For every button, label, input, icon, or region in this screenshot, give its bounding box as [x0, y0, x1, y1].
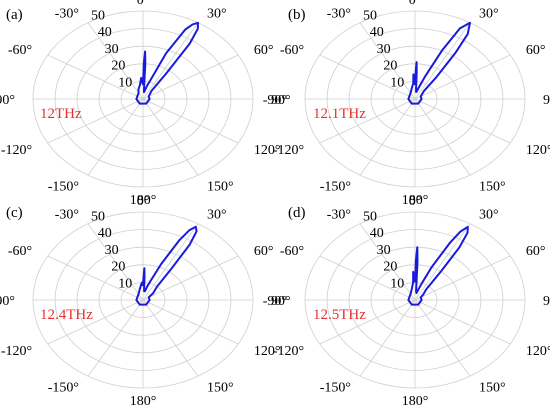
radial-tick-label: 50: [91, 209, 105, 224]
angle-tick-label: 150°: [479, 180, 506, 195]
radial-tick-label: 40: [370, 226, 384, 241]
radial-tick-label: 10: [390, 75, 404, 90]
angle-tick-label: 90°: [543, 294, 550, 309]
angle-tick-label: 30°: [207, 207, 227, 222]
angle-tick-label: -150°: [320, 381, 351, 396]
angle-tick-label: -90°: [0, 294, 15, 309]
frequency-label: 12.4THz: [40, 307, 93, 323]
angle-tick-label: 60°: [526, 244, 546, 259]
angle-tick-label: -120°: [273, 143, 304, 158]
panel-label: (a): [6, 7, 23, 23]
angle-tick-label: 60°: [254, 244, 274, 259]
angle-tick-label: 150°: [479, 381, 506, 396]
angle-tick-label: 180°: [130, 394, 157, 406]
angle-tick-label: 90°: [543, 93, 550, 108]
grid-spoke: [143, 256, 238, 300]
radial-tick-label: 30: [105, 42, 119, 57]
frequency-label: 12THz: [40, 106, 82, 122]
frequency-label: 12.1THz: [313, 106, 366, 122]
radial-tick-label: 50: [91, 8, 105, 23]
radial-tick-label: 10: [118, 276, 132, 291]
grid-spoke: [360, 300, 415, 376]
grid-spoke: [143, 99, 198, 175]
angle-tick-label: -30°: [55, 6, 79, 21]
angle-tick-label: 30°: [479, 6, 499, 21]
angle-tick-label: -120°: [1, 344, 32, 359]
grid-spoke: [143, 99, 238, 143]
angle-tick-label: -60°: [8, 43, 32, 58]
panel-label: (c): [6, 205, 23, 221]
angle-tick-label: -90°: [263, 93, 287, 108]
angle-tick-label: -120°: [1, 143, 32, 158]
angle-tick-label: -60°: [280, 244, 304, 259]
grid-spoke: [415, 99, 510, 143]
grid-spoke: [88, 99, 143, 175]
angle-tick-label: -150°: [48, 381, 79, 396]
angle-tick-label: 0°: [137, 194, 150, 209]
grid-spoke: [143, 55, 238, 99]
grid-spoke: [143, 224, 198, 300]
angle-tick-label: 0°: [409, 194, 422, 209]
angle-tick-label: -60°: [280, 43, 304, 58]
angle-tick-label: 60°: [526, 43, 546, 58]
panel-label: (b): [288, 7, 306, 23]
radial-tick-label: 30: [377, 243, 391, 258]
frequency-label: 12.5THz: [313, 307, 366, 323]
radial-tick-label: 40: [98, 25, 112, 40]
grid-spoke: [415, 23, 470, 99]
radial-tick-label: 10: [390, 276, 404, 291]
angle-tick-label: -90°: [0, 93, 15, 108]
angle-tick-label: 60°: [254, 43, 274, 58]
angle-tick-label: 120°: [526, 143, 550, 158]
radial-tick-label: 10: [118, 75, 132, 90]
radial-tick-label: 20: [111, 59, 125, 74]
grid-spoke: [415, 99, 470, 175]
angle-tick-label: 0°: [137, 0, 150, 8]
grid-spoke: [143, 23, 198, 99]
panel-label: (d): [288, 205, 306, 221]
angle-tick-label: 180°: [402, 394, 429, 406]
angle-tick-label: -30°: [327, 6, 351, 21]
angle-tick-label: -150°: [48, 180, 79, 195]
angle-tick-label: 150°: [207, 381, 234, 396]
radial-tick-label: 50: [363, 209, 377, 224]
angle-tick-label: 30°: [479, 207, 499, 222]
radial-tick-label: 30: [105, 243, 119, 258]
grid-spoke: [415, 300, 470, 376]
radial-tick-label: 40: [370, 25, 384, 40]
grid-spoke: [415, 224, 470, 300]
angle-tick-label: 150°: [207, 180, 234, 195]
radial-tick-label: 40: [98, 226, 112, 241]
grid-spoke: [143, 300, 198, 376]
grid-spoke: [415, 256, 510, 300]
grid-spoke: [88, 300, 143, 376]
angle-tick-label: -90°: [263, 294, 287, 309]
radial-tick-label: 20: [383, 59, 397, 74]
angle-tick-label: -60°: [8, 244, 32, 259]
angle-tick-label: 120°: [526, 344, 550, 359]
grid-spoke: [143, 300, 238, 344]
angle-tick-label: -150°: [320, 180, 351, 195]
grid-spoke: [415, 300, 510, 344]
angle-tick-label: 0°: [409, 0, 422, 8]
radial-tick-label: 50: [363, 8, 377, 23]
angle-tick-label: 30°: [207, 6, 227, 21]
grid-spoke: [360, 99, 415, 175]
grid-spoke: [415, 55, 510, 99]
radial-tick-label: 20: [111, 260, 125, 275]
radial-tick-label: 30: [377, 42, 391, 57]
radial-tick-label: 20: [383, 260, 397, 275]
angle-tick-label: -30°: [327, 207, 351, 222]
angle-tick-label: -30°: [55, 207, 79, 222]
angle-tick-label: -120°: [273, 344, 304, 359]
